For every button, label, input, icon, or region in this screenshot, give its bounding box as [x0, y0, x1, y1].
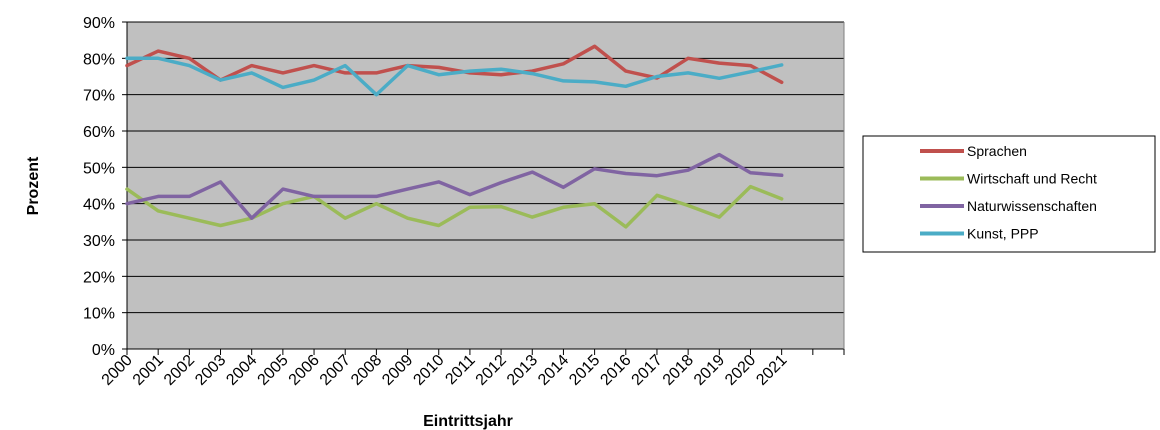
gridlines — [127, 21, 844, 350]
y-tick-label: 20% — [83, 269, 115, 286]
y-tick-label: 80% — [83, 51, 115, 68]
x-tick-label: 2006 — [286, 352, 323, 389]
x-tick-label: 2013 — [504, 352, 541, 389]
x-tick-label: 2011 — [442, 352, 478, 388]
x-tick-label: 2014 — [535, 352, 572, 389]
y-tick-label: 40% — [83, 197, 115, 214]
x-tick-label: 2002 — [161, 352, 198, 389]
y-tick-label: 30% — [83, 233, 115, 250]
legend-label: Naturwissenschaften — [967, 198, 1097, 214]
y-axis-label: Prozent — [25, 156, 42, 215]
series-lines — [125, 44, 784, 229]
y-tick-label: 10% — [83, 306, 115, 323]
x-axis-label: Eintrittsjahr — [423, 413, 513, 430]
series-line-sprachen — [125, 44, 784, 85]
x-tick-label: 2004 — [223, 352, 260, 389]
x-tick-label: 2008 — [348, 352, 385, 389]
y-tick-label: 60% — [83, 124, 115, 141]
legend-box — [862, 135, 1156, 253]
x-tick-label: 2001 — [130, 352, 167, 389]
axes — [126, 22, 845, 350]
y-tick-label: 70% — [83, 88, 115, 105]
x-tick-label: 2021 — [753, 352, 790, 389]
x-tick-label: 2017 — [629, 352, 666, 389]
legend-label: Sprachen — [967, 143, 1027, 159]
x-tick-label: 2020 — [722, 352, 759, 389]
x-tick-label: 2019 — [691, 352, 728, 389]
x-tick-label: 2012 — [473, 352, 510, 389]
x-tick-label: 2015 — [566, 352, 603, 389]
series-line-wirtschaft-und-recht — [125, 184, 784, 229]
y-tick-label: 50% — [83, 160, 115, 177]
x-tick-label: 2018 — [660, 352, 697, 389]
x-tick-label: 2003 — [192, 352, 229, 389]
y-axis-ticks: 0% 10% 20% 30% 40% 50% 60% 70% 80% 90% — [83, 15, 127, 359]
y-tick-label: 90% — [83, 15, 115, 32]
y-tick-label: 0% — [92, 342, 115, 359]
x-tick-label: 2009 — [379, 352, 416, 389]
x-tick-label: 2007 — [317, 352, 354, 389]
x-axis-ticks: 2000200120022003200420052006200720082009… — [99, 349, 845, 389]
legend-label: Wirtschaft und Recht — [967, 171, 1097, 187]
x-tick-label: 2016 — [597, 352, 634, 389]
legend-label: Kunst, PPP — [967, 226, 1039, 242]
x-tick-label: 2005 — [255, 352, 292, 389]
series-line-kunst-ppp — [125, 56, 784, 97]
series-line-naturwissenschaften — [125, 152, 784, 220]
legend: Sprachen Wirtschaft und Recht Naturwissens… — [862, 135, 1156, 253]
x-tick-label: 2010 — [410, 352, 447, 389]
